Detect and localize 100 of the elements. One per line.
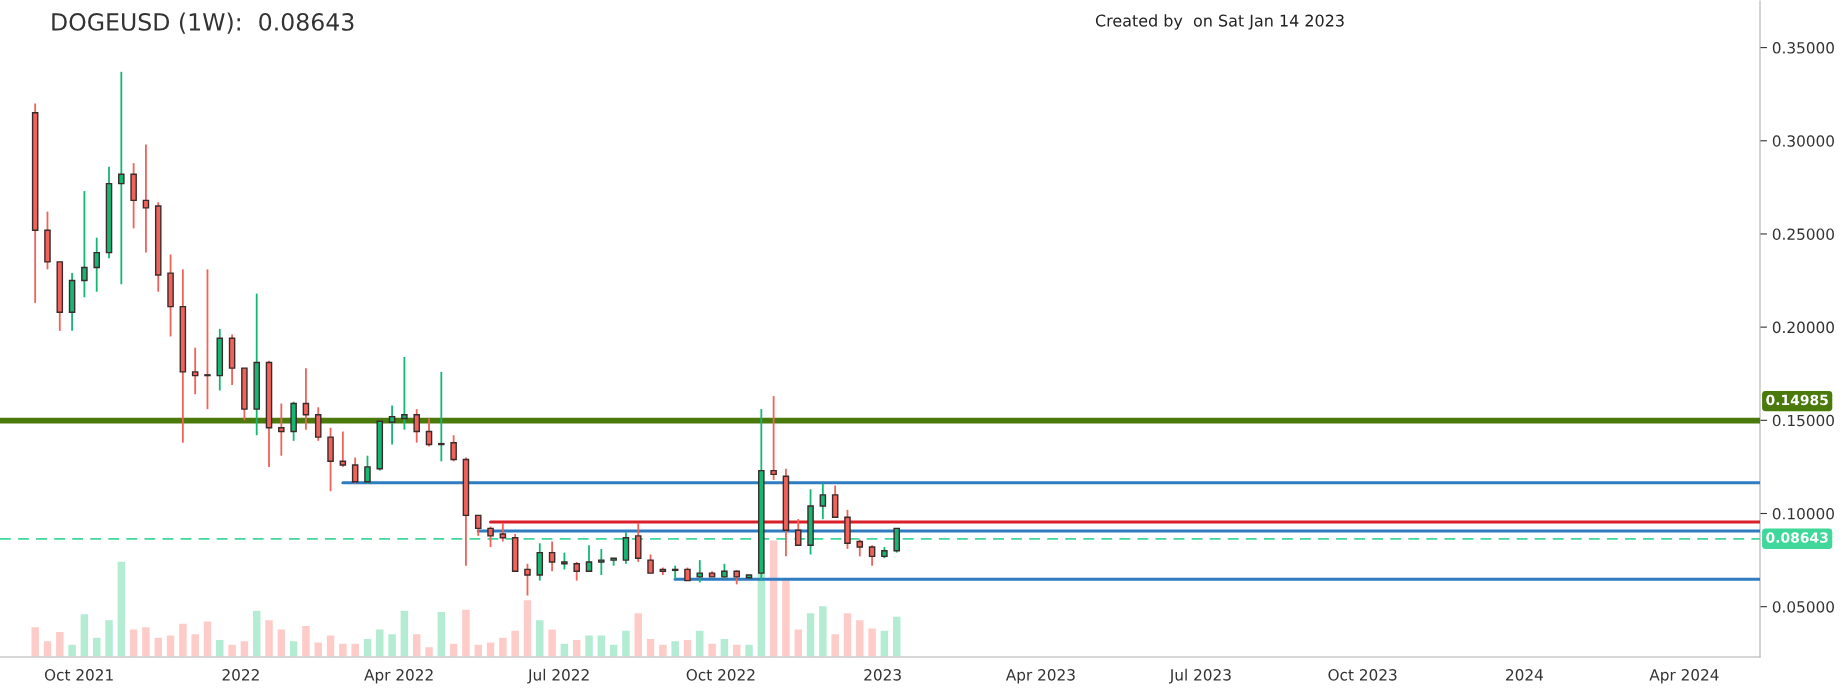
x-tick-label: Jul 2023 <box>1169 668 1231 684</box>
bar <box>153 636 164 657</box>
y-tick-label: 0.05000 <box>1772 601 1834 613</box>
candlestick <box>278 402 285 457</box>
candlestick <box>831 484 839 519</box>
x-tick-label: Oct 2023 <box>1328 669 1397 681</box>
x-tick-label: Apr 2024 <box>1649 669 1719 684</box>
ref-line-label: 0.14985 <box>1766 394 1828 406</box>
candlestick <box>647 553 654 575</box>
candlestick <box>425 417 433 448</box>
candlestick <box>819 482 827 520</box>
bar <box>633 611 644 657</box>
bar <box>657 643 668 657</box>
bar <box>42 639 53 657</box>
chart-title: DOGEUSD (1W): 0.08643 <box>52 12 354 34</box>
x-tick-label: 2023 <box>864 669 901 681</box>
bar <box>854 618 865 657</box>
bar <box>91 636 102 657</box>
bar <box>436 610 447 657</box>
candlestick <box>413 408 420 444</box>
candlestick <box>770 395 777 481</box>
candlestick <box>388 404 396 446</box>
candlestick <box>204 268 211 411</box>
bar <box>645 637 656 657</box>
bar <box>866 627 878 657</box>
bar <box>460 608 472 657</box>
candlestick <box>794 518 802 547</box>
bar <box>891 615 902 657</box>
bar <box>337 642 348 657</box>
bar <box>546 628 558 657</box>
bar <box>263 618 275 657</box>
candlestick <box>868 544 876 567</box>
y-tick-label: 0.25000 <box>1772 228 1834 240</box>
candlestick <box>622 531 630 565</box>
bar <box>386 632 398 657</box>
candlestick <box>585 544 593 573</box>
bar <box>534 618 545 657</box>
candlestick <box>118 70 125 286</box>
bar <box>706 642 718 657</box>
candlestick <box>364 454 371 485</box>
bar <box>448 642 459 657</box>
bar <box>30 625 41 657</box>
candlestick <box>573 561 580 582</box>
y-tick-label: 0.15000 <box>1772 414 1834 427</box>
candlestick <box>474 514 482 537</box>
bar <box>350 642 361 657</box>
candlestick <box>696 559 704 584</box>
bar <box>226 643 238 657</box>
candlestick <box>142 143 150 254</box>
y-tick-label: 0.20000 <box>1772 321 1834 334</box>
candlestick <box>339 430 347 468</box>
bar <box>830 632 841 657</box>
bar <box>793 628 804 657</box>
candlestick <box>81 190 88 299</box>
candlestick <box>351 456 359 485</box>
bar <box>276 628 287 657</box>
x-tick-label: 2024 <box>1506 669 1543 681</box>
bar <box>583 634 595 657</box>
bar <box>313 641 324 657</box>
bar <box>682 638 693 657</box>
bar <box>694 629 705 657</box>
bar <box>620 629 632 657</box>
candlestick <box>548 540 556 573</box>
bar <box>374 628 385 657</box>
candlestick <box>401 356 408 431</box>
bar <box>177 622 188 657</box>
candlestick <box>191 346 199 396</box>
bar <box>128 628 139 657</box>
bar <box>288 639 299 657</box>
ref-line-label: 0.08643 <box>1766 532 1828 543</box>
bar <box>510 629 521 657</box>
bar <box>731 643 742 657</box>
bar <box>79 612 90 657</box>
bar <box>743 643 755 657</box>
bar <box>399 609 410 657</box>
candlestick <box>314 406 322 442</box>
y-tick-label: 0.35000 <box>1772 42 1834 54</box>
candlestick <box>499 521 507 543</box>
bar <box>300 624 312 657</box>
bar <box>670 639 681 657</box>
bar <box>522 598 533 657</box>
bar <box>842 611 853 657</box>
bar <box>165 634 176 657</box>
bar <box>54 630 65 657</box>
x-tick-label: 2022 <box>222 669 259 681</box>
candlestick <box>93 236 100 293</box>
bar <box>879 629 890 657</box>
candlestick <box>487 525 494 548</box>
bar <box>66 643 78 657</box>
y-tick-label: 0.30000 <box>1772 135 1834 147</box>
candlestick <box>634 521 642 563</box>
bar <box>411 632 422 657</box>
bar <box>239 639 250 657</box>
bar <box>325 634 336 657</box>
bar <box>817 604 828 657</box>
bar <box>571 638 582 657</box>
annotation: Created by on Sat Jan 14 2023 <box>1095 14 1344 30</box>
candlestick <box>671 564 679 580</box>
bar <box>202 619 213 657</box>
bar <box>251 609 262 657</box>
